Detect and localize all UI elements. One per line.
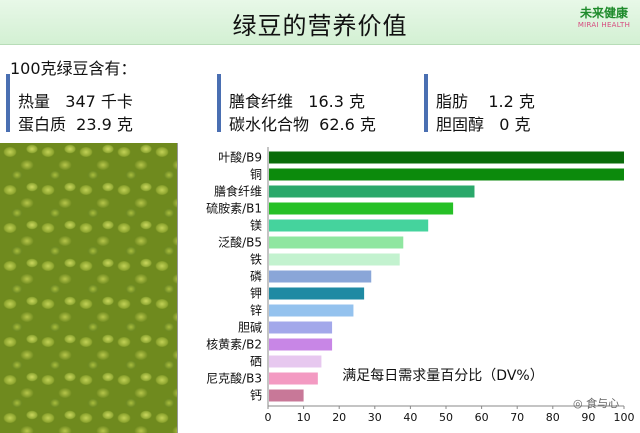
- category-label: 泛酸/B5: [218, 235, 262, 250]
- bar-1: [269, 151, 624, 164]
- x-tick-label: 100: [614, 411, 635, 424]
- logo-text-en: MIRAI HEALTH: [577, 21, 631, 29]
- dv-bar-chart: 叶酸/B9 铜膳食纤维硫胺素/B1 镁泛酸/B5 铁磷钾锌胆碱核黄素/B2 硒尼克酸/B…: [178, 143, 640, 433]
- x-tick-label: 80: [546, 411, 560, 424]
- bar-4: [269, 202, 454, 215]
- category-label: 硫胺素/B1: [206, 201, 262, 216]
- x-tick-label: 30: [368, 411, 382, 424]
- title-banner: 绿豆的营养价值 未来健康 MIRAI HEALTH: [0, 0, 640, 45]
- page-title: 绿豆的营养价值: [232, 12, 408, 40]
- bar-9: [269, 287, 365, 300]
- category-label: 钾: [250, 287, 262, 301]
- category-label: 铁: [250, 253, 262, 267]
- category-label: 镁: [250, 219, 262, 233]
- bar-2: [269, 168, 624, 181]
- bar-14: [269, 372, 318, 385]
- mung-bean-photo: [0, 143, 178, 433]
- category-label: 胆碱: [238, 321, 262, 335]
- bar-10: [269, 304, 354, 317]
- fact-group-fat-cholesterol: 脂肪 1.2 克 胆固醇 0 克: [424, 74, 624, 134]
- category-label: 磷: [250, 269, 262, 284]
- category-label: 核黄素/B2: [206, 338, 262, 352]
- fact-divider: [424, 74, 428, 132]
- x-tick-label: 70: [510, 411, 524, 424]
- chart-annotation: 满足每日需求量百分比（DV%）: [342, 368, 543, 384]
- bar-8: [269, 270, 372, 283]
- bar-11: [269, 321, 333, 334]
- x-tick-label: 60: [475, 411, 489, 424]
- bar-7: [269, 253, 400, 266]
- fact-divider: [217, 74, 221, 132]
- bar-12: [269, 338, 333, 351]
- bar-6: [269, 236, 404, 249]
- category-label: 锌: [250, 304, 262, 318]
- x-tick-label: 20: [332, 411, 346, 424]
- fact-protein: 蛋白质 23.9 克: [18, 115, 133, 134]
- x-tick-label: 0: [265, 411, 272, 424]
- bar-3: [269, 185, 475, 198]
- logo-text-cn: 未来健康: [579, 6, 628, 20]
- fact-cholesterol: 胆固醇 0 克: [436, 115, 531, 134]
- fact-fiber: 膳食纤维 16.3 克: [229, 92, 365, 111]
- nutrition-subtitle: 100克绿豆含有：: [10, 59, 137, 78]
- fact-group-fiber-carbs: 膳食纤维 16.3 克 碳水化合物 62.6 克: [217, 74, 417, 134]
- x-tick-label: 40: [403, 411, 417, 424]
- category-label: 尼克酸/B3: [206, 371, 262, 386]
- fact-fat: 脂肪 1.2 克: [436, 92, 535, 111]
- category-label: 硒: [250, 355, 262, 369]
- bar-5: [269, 219, 429, 232]
- brand-logo: 未来健康 MIRAI HEALTH: [573, 6, 635, 30]
- category-label: 膳食纤维: [214, 184, 262, 199]
- wechat-watermark: ◎ 食与心: [573, 397, 620, 410]
- bar-13: [269, 355, 322, 368]
- category-label: 叶酸/B9: [218, 150, 262, 165]
- x-tick-label: 90: [581, 411, 595, 424]
- fact-calories: 热量 347 千卡: [18, 92, 133, 111]
- bar-15: [269, 389, 304, 402]
- x-tick-label: 10: [297, 411, 311, 424]
- fact-carbohydrate: 碳水化合物 62.6 克: [229, 115, 376, 134]
- watermark-text: 食与心: [586, 397, 620, 410]
- category-label: 铜: [250, 167, 262, 182]
- fact-divider: [6, 74, 10, 132]
- fact-group-energy-protein: 热量 347 千卡 蛋白质 23.9 克: [6, 74, 206, 134]
- category-label: 钙: [250, 389, 262, 403]
- x-tick-label: 50: [439, 411, 453, 424]
